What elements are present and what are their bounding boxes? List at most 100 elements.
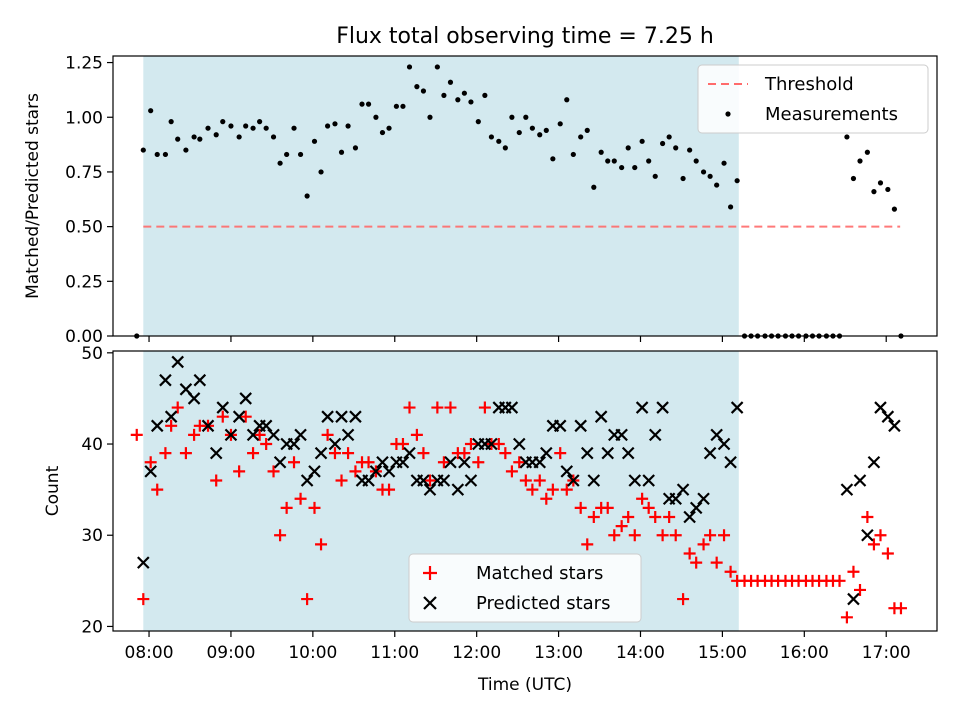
predicted-legend-swatch bbox=[423, 596, 437, 610]
measurement-point bbox=[693, 158, 699, 164]
matched-star-point bbox=[431, 401, 444, 414]
matched-star-point bbox=[704, 529, 717, 542]
measurement-point bbox=[352, 145, 359, 151]
measurement-point bbox=[191, 134, 197, 140]
y-tick-label: 1.00 bbox=[65, 108, 103, 128]
predicted-star-point bbox=[703, 446, 717, 460]
measurement-point bbox=[727, 204, 734, 210]
measurement-point bbox=[529, 125, 535, 131]
matched-star-point bbox=[383, 483, 396, 496]
measurement-point bbox=[338, 149, 345, 155]
predicted-star-point bbox=[615, 428, 628, 442]
measurement-point bbox=[168, 119, 174, 125]
matched-star-point bbox=[894, 602, 907, 615]
matched-star-point bbox=[478, 401, 491, 414]
measurement-point bbox=[605, 158, 611, 164]
predicted-star-point bbox=[273, 455, 287, 469]
predicted-star-point bbox=[628, 474, 642, 487]
predicted-star-point bbox=[369, 465, 383, 478]
predicted-star-point bbox=[308, 465, 321, 478]
measurement-point bbox=[660, 140, 666, 147]
measurement-point bbox=[250, 125, 256, 131]
matched-legend-swatch bbox=[423, 566, 437, 580]
measurement-point bbox=[228, 123, 234, 129]
predicted-star-point bbox=[201, 419, 215, 433]
y-tick-label: 20 bbox=[81, 617, 103, 637]
predicted-star-point bbox=[423, 483, 437, 496]
measurement-point bbox=[291, 125, 297, 131]
measurement-point bbox=[175, 136, 181, 142]
matched-star-point bbox=[328, 447, 341, 460]
measurement-point bbox=[550, 156, 556, 162]
predicted-star-point bbox=[533, 455, 547, 469]
matched-star-point bbox=[519, 474, 532, 487]
measurement-point bbox=[236, 134, 242, 140]
count-legend: Matched stars Predicted stars bbox=[408, 553, 642, 623]
matched-legend-label: Matched stars bbox=[476, 563, 603, 584]
measurement-point bbox=[140, 147, 146, 153]
matched-star-point bbox=[144, 456, 157, 469]
measurement-point bbox=[523, 114, 529, 120]
measurement-point bbox=[543, 127, 549, 133]
measurement-point bbox=[509, 114, 515, 120]
predicted-star-point bbox=[601, 446, 615, 460]
matched-star-point bbox=[840, 611, 853, 624]
measurement-point bbox=[148, 108, 154, 114]
measurement-point bbox=[864, 149, 870, 155]
ratio-y-axis: 0.00 0.25 0.50 0.75 1.00 1.25 bbox=[65, 54, 113, 347]
matched-star-point bbox=[188, 428, 201, 441]
measurement-point bbox=[734, 178, 740, 184]
predicted-star-point bbox=[444, 455, 457, 469]
y-tick-label: 30 bbox=[81, 526, 103, 546]
measurement-point bbox=[379, 129, 386, 136]
predicted-star-point bbox=[656, 401, 669, 414]
measurement-point bbox=[625, 145, 631, 151]
measurement-point bbox=[373, 114, 379, 120]
predicted-star-point bbox=[321, 410, 334, 423]
measurement-point bbox=[652, 173, 658, 179]
measurement-point bbox=[619, 164, 625, 171]
measurement-point bbox=[707, 173, 713, 179]
measurement-point bbox=[359, 101, 365, 107]
matched-star-point bbox=[560, 483, 573, 496]
matched-star-point bbox=[396, 438, 409, 451]
predicted-star-point bbox=[853, 474, 867, 487]
x-tick-label: 16:00 bbox=[780, 643, 829, 663]
measurement-point bbox=[891, 206, 898, 212]
matched-star-point bbox=[649, 510, 662, 523]
y-tick-label: 0.75 bbox=[65, 163, 103, 183]
predicted-star-point bbox=[710, 428, 723, 442]
predicted-star-point bbox=[485, 437, 498, 451]
matched-star-point bbox=[608, 529, 621, 542]
measurement-point bbox=[885, 186, 891, 193]
predicted-star-point bbox=[861, 528, 874, 542]
ratio-legend-box bbox=[697, 64, 929, 134]
predicted-star-point bbox=[888, 419, 901, 433]
measurement-point bbox=[680, 175, 686, 182]
predicted-star-point bbox=[580, 446, 594, 460]
predicted-star-point bbox=[560, 465, 574, 478]
predicted-star-point bbox=[451, 483, 465, 496]
matched-star-point bbox=[171, 401, 184, 414]
y-tick-label: 0.25 bbox=[65, 272, 103, 292]
measurements-legend-label: Measurements bbox=[765, 104, 898, 125]
predicted-star-point bbox=[300, 474, 314, 487]
measurement-point bbox=[721, 160, 727, 166]
predicted-star-point bbox=[689, 501, 703, 515]
matched-star-point bbox=[342, 447, 355, 460]
measurement-point bbox=[257, 119, 263, 125]
predicted-star-point bbox=[216, 401, 230, 414]
matched-star-point bbox=[274, 529, 287, 542]
measurement-point bbox=[584, 127, 590, 133]
predicted-star-point bbox=[642, 474, 655, 487]
measurement-point bbox=[447, 79, 454, 85]
matched-star-point bbox=[165, 419, 178, 432]
chart-title: Flux total observing time = 7.25 h bbox=[336, 24, 714, 49]
matched-star-point bbox=[253, 428, 266, 441]
measurement-point bbox=[304, 193, 310, 199]
predicted-star-point bbox=[159, 373, 172, 387]
ratio-observing-window bbox=[143, 56, 739, 336]
matched-star-point bbox=[663, 510, 676, 523]
matched-star-point bbox=[315, 538, 328, 551]
measurement-point bbox=[205, 125, 211, 131]
